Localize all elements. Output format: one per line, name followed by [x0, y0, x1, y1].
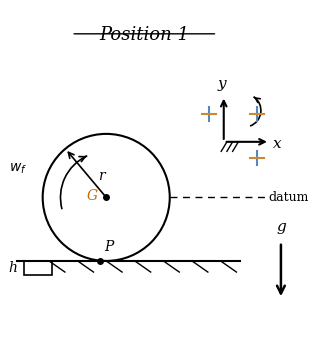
Text: x: x — [273, 137, 282, 151]
Text: y: y — [218, 77, 227, 91]
Text: G: G — [87, 189, 98, 203]
Text: h: h — [8, 261, 17, 275]
Text: g: g — [276, 220, 286, 234]
Text: datum: datum — [268, 191, 308, 204]
Text: r: r — [99, 169, 105, 183]
Text: Position 1: Position 1 — [99, 26, 189, 44]
Text: $w_f$: $w_f$ — [9, 162, 27, 176]
Bar — [24, 261, 52, 275]
Text: P: P — [105, 240, 114, 254]
